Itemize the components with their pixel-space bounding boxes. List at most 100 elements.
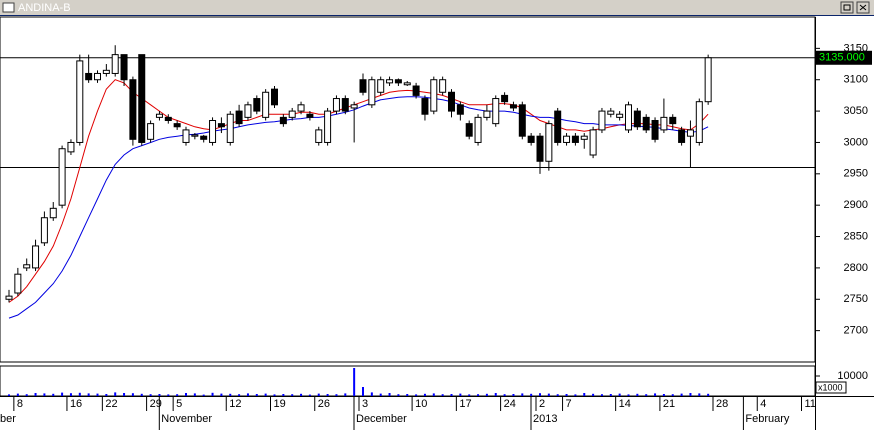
price-label: 3135.000 <box>819 52 865 64</box>
x-tick-label: 16 <box>70 398 82 410</box>
x-tick-label: 22 <box>105 398 117 410</box>
candle-body <box>279 116 287 125</box>
candle-body <box>297 104 305 112</box>
candle-body <box>111 54 119 74</box>
x-tick-label: 8 <box>17 398 23 410</box>
x-tick-label: 17 <box>459 398 471 410</box>
candle-body <box>448 91 455 112</box>
candle-body <box>554 110 562 143</box>
x-tick-label: 7 <box>566 398 572 410</box>
candle-body <box>315 129 323 143</box>
candle-body <box>226 113 234 143</box>
y-tick-label: 3000 <box>844 136 868 148</box>
volume-tick-label: 10000 <box>837 370 868 382</box>
candle-body <box>129 79 137 140</box>
candle-body <box>235 110 243 125</box>
candle-body <box>625 104 632 131</box>
close-icon <box>859 4 867 11</box>
y-tick-label: 3050 <box>844 105 868 117</box>
candle-body <box>332 98 340 112</box>
candle-body <box>589 129 597 156</box>
candle-body <box>32 245 40 269</box>
candle-body <box>633 110 641 128</box>
month-label: ber <box>0 413 16 425</box>
x-tick-label: 5 <box>176 398 182 410</box>
candle-body <box>607 110 615 115</box>
y-tick-label: 2950 <box>844 168 868 180</box>
candle-body <box>138 54 146 143</box>
month-label: February <box>745 413 790 425</box>
candle-body <box>563 135 571 143</box>
month-label: 2013 <box>533 413 557 425</box>
month-label: December <box>356 413 407 425</box>
candle-body <box>651 120 659 140</box>
candle-body <box>483 110 491 118</box>
candle-body <box>67 141 75 153</box>
candle-body <box>182 129 190 143</box>
candle-body <box>492 98 500 125</box>
candle-body <box>695 101 703 143</box>
candle-body <box>209 120 217 143</box>
candle-body <box>403 82 411 86</box>
candle-body <box>40 217 48 244</box>
x-tick-label: 26 <box>318 398 330 410</box>
candle-body <box>85 72 93 81</box>
price-label-box <box>816 50 872 65</box>
candle-body <box>324 110 332 143</box>
volume-unit-box <box>815 381 847 394</box>
candle-body <box>14 273 22 294</box>
x-tick-label: 21 <box>663 398 675 410</box>
y-tick-label: 2800 <box>844 262 868 274</box>
candle-body <box>120 54 128 81</box>
y-tick-label: 2700 <box>844 325 868 337</box>
candle-body <box>23 264 31 269</box>
candle-body <box>501 94 509 103</box>
candle-body <box>306 113 314 118</box>
candle-body <box>421 98 429 115</box>
x-tick-label: 4 <box>760 398 766 410</box>
candle-body <box>262 91 270 118</box>
candle-body <box>359 79 367 93</box>
candle-body <box>377 79 385 93</box>
moving-average-line <box>8 96 709 319</box>
candle-body <box>456 104 464 115</box>
candle-body <box>94 72 101 81</box>
candle-body <box>217 123 225 128</box>
candle-body <box>527 135 535 143</box>
candle-body <box>439 79 447 93</box>
x-tick-label: 24 <box>504 398 516 410</box>
candle-body <box>271 88 278 106</box>
candle-body <box>545 123 553 162</box>
window-title: ANDINA-B <box>18 2 71 14</box>
candle-body <box>102 69 110 74</box>
candle-body <box>76 60 84 143</box>
candle-body <box>474 116 482 143</box>
candle-body <box>49 207 57 219</box>
candle-body <box>580 135 588 140</box>
candle-body <box>164 116 172 122</box>
candle-body <box>147 123 155 140</box>
x-tick-label: 10 <box>415 398 427 410</box>
candle-body <box>518 104 526 137</box>
candle-body <box>616 113 624 118</box>
candle-body <box>430 79 438 112</box>
x-tick-label: 29 <box>150 398 162 410</box>
candle-body <box>660 116 668 131</box>
price-panel <box>0 16 816 363</box>
candle-body <box>253 98 261 112</box>
y-tick-label: 3100 <box>844 74 868 86</box>
candle-body <box>386 79 394 84</box>
candle-body <box>571 135 579 143</box>
candle-body <box>341 98 349 112</box>
month-label: November <box>161 413 212 425</box>
candle-body <box>5 295 13 300</box>
candle-body <box>536 135 544 162</box>
maximize-icon <box>843 4 851 11</box>
x-tick-label: 19 <box>274 398 286 410</box>
volume-unit: x1000 <box>818 382 843 392</box>
x-tick-label: 3 <box>362 398 368 410</box>
y-tick-label: 2850 <box>844 230 868 242</box>
maximize-button[interactable] <box>840 1 854 14</box>
